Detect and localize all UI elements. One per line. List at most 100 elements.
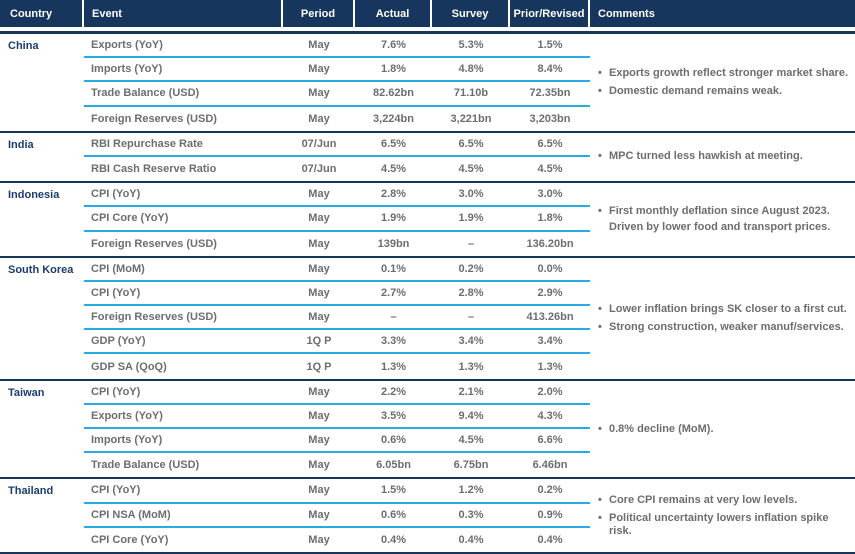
period-cell: 1Q P — [306, 360, 332, 373]
country-label: South Korea — [8, 263, 74, 276]
survey-cell: 1.9% — [458, 212, 484, 225]
comment-line: • Political uncertainty lowers inflation … — [598, 512, 851, 538]
actual-cell: 2.2% — [380, 385, 407, 398]
survey-cell: 3.0% — [458, 188, 484, 201]
comment-text: Political uncertainty lowers inflation s… — [609, 511, 829, 537]
survey-cell: 2.1% — [458, 385, 484, 398]
actual-cell: 0.6% — [380, 434, 407, 447]
event-cell: RBI Repurchase Rate — [91, 137, 203, 150]
prior-cell: 1.3% — [537, 360, 563, 373]
comment-line: • Core CPI remains at very low levels. — [598, 494, 851, 507]
event-cell: Trade Balance (USD) — [91, 87, 200, 100]
event-cell: GDP SA (QoQ) — [91, 360, 167, 373]
period-cell: May — [308, 409, 330, 422]
period-cell: May — [308, 262, 330, 275]
table-row: Foreign Reserves (USD) May – – 413.26bn — [84, 306, 590, 331]
bullet-icon: • — [598, 422, 602, 435]
event-cell: CPI (MoM) — [91, 262, 145, 275]
prior-cell: 3.0% — [537, 188, 563, 201]
prior-cell: 1.5% — [537, 39, 563, 52]
comments-cell: • First monthly deflation since August 20… — [590, 183, 855, 256]
prior-cell: 2.0% — [537, 385, 563, 398]
country-group-thailand: Thailand CPI (YoY) May 1.5% 1.2% 0.2% CP… — [0, 479, 855, 554]
table-row: Foreign Reserves (USD) May 3,224bn 3,221… — [84, 107, 590, 131]
table-row: Imports (YoY) May 1.8% 4.8% 8.4% — [84, 58, 590, 83]
period-cell: May — [308, 533, 330, 546]
comment-line: • First monthly deflation since August 20… — [598, 205, 851, 218]
table-row: Trade Balance (USD) May 82.62bn 71.10b 7… — [84, 82, 590, 107]
period-cell: May — [308, 237, 330, 250]
comment-line: • 0.8% decline (MoM). — [598, 423, 851, 436]
actual-cell: 6.5% — [380, 137, 407, 150]
bullet-icon: • — [598, 84, 602, 97]
actual-cell: 0.6% — [380, 508, 407, 521]
event-cell: Foreign Reserves (USD) — [91, 237, 217, 250]
period-cell: May — [308, 385, 330, 398]
survey-cell: 0.3% — [458, 508, 484, 521]
country-group-indonesia: Indonesia CPI (YoY) May 2.8% 3.0% 3.0% C… — [0, 183, 855, 258]
col-header-comments: Comments — [598, 7, 655, 20]
survey-cell: 0.2% — [458, 262, 484, 275]
col-header-period: Period — [283, 0, 355, 27]
period-cell: 07/Jun — [301, 137, 337, 150]
event-cell: CPI (YoY) — [91, 385, 141, 398]
actual-cell: 6.05bn — [376, 459, 411, 472]
actual-cell: 0.4% — [380, 533, 407, 546]
comment-text: First monthly deflation since August 202… — [609, 205, 830, 218]
table-row: CPI (YoY) May 2.8% 3.0% 3.0% — [84, 183, 590, 208]
prior-cell: 0.9% — [537, 508, 563, 521]
period-cell: May — [308, 434, 330, 447]
comment-text: Exports growth reflect stronger market s… — [609, 66, 849, 79]
table-row: CPI (YoY) May 2.7% 2.8% 2.9% — [84, 282, 590, 307]
prior-cell: 3,203bn — [529, 112, 571, 125]
bullet-icon: • — [598, 320, 602, 333]
prior-cell: 6.46bn — [532, 459, 568, 472]
survey-cell: – — [467, 237, 475, 250]
comments-cell: • Exports growth reflect stronger market … — [590, 34, 855, 131]
table-row: CPI Core (YoY) May 1.9% 1.9% 1.8% — [84, 207, 590, 232]
comment-line: • Exports growth reflect stronger market … — [598, 67, 851, 80]
actual-cell: 7.6% — [380, 39, 407, 52]
prior-cell: 3.4% — [537, 335, 563, 348]
col-header-event: Event — [84, 0, 283, 27]
comments-cell: • 0.8% decline (MoM). — [590, 381, 855, 478]
table-row: CPI NSA (MoM) May 0.6% 0.3% 0.9% — [84, 504, 590, 528]
header-divider — [0, 31, 855, 34]
event-cell: CPI (YoY) — [91, 286, 141, 299]
comment-text: Domestic demand remains weak. — [609, 84, 783, 97]
bullet-icon: • — [598, 205, 602, 218]
event-cell: CPI NSA (MoM) — [91, 508, 171, 521]
bullet-icon: • — [598, 150, 602, 163]
rows-container: Exports (YoY) May 7.6% 5.3% 1.5% Imports… — [84, 34, 590, 131]
prior-cell: 6.5% — [537, 137, 563, 150]
survey-cell: 0.4% — [458, 533, 484, 546]
prior-cell: 72.35bn — [529, 87, 571, 100]
rows-container: CPI (YoY) May 1.5% 1.2% 0.2% CPI NSA (Mo… — [84, 479, 590, 552]
country-label: India — [8, 138, 34, 151]
actual-cell: 2.8% — [380, 188, 407, 201]
event-cell: CPI (YoY) — [91, 484, 141, 497]
event-cell: RBI Cash Reserve Ratio — [91, 163, 217, 176]
survey-cell: 3.4% — [458, 335, 484, 348]
period-cell: May — [308, 311, 330, 324]
table-row: CPI (YoY) May 2.2% 2.1% 2.0% — [84, 381, 590, 405]
rows-container: CPI (YoY) May 2.8% 3.0% 3.0% CPI Core (Y… — [84, 183, 590, 256]
event-cell: Exports (YoY) — [91, 409, 163, 422]
table-row: CPI (YoY) May 1.5% 1.2% 0.2% — [84, 479, 590, 504]
survey-cell: 4.8% — [458, 63, 484, 76]
col-header-survey: Survey — [432, 0, 510, 27]
survey-cell: 4.5% — [458, 163, 484, 176]
country-group-taiwan: Taiwan CPI (YoY) May 2.2% 2.1% 2.0% Expo… — [0, 380, 855, 480]
actual-cell: 139bn — [377, 237, 410, 250]
prior-cell: 1.8% — [537, 212, 563, 225]
country-label: China — [8, 40, 39, 52]
event-cell: CPI (YoY) — [91, 188, 141, 201]
actual-cell: 2.7% — [380, 286, 407, 299]
rows-container: CPI (MoM) May 0.1% 0.2% 0.0% CPI (YoY) M… — [84, 258, 590, 379]
period-cell: May — [308, 508, 330, 521]
actual-cell: 82.62bn — [373, 87, 414, 100]
survey-cell: 3,221bn — [450, 112, 492, 125]
period-cell: May — [308, 87, 330, 100]
actual-cell: 1.3% — [380, 360, 407, 373]
